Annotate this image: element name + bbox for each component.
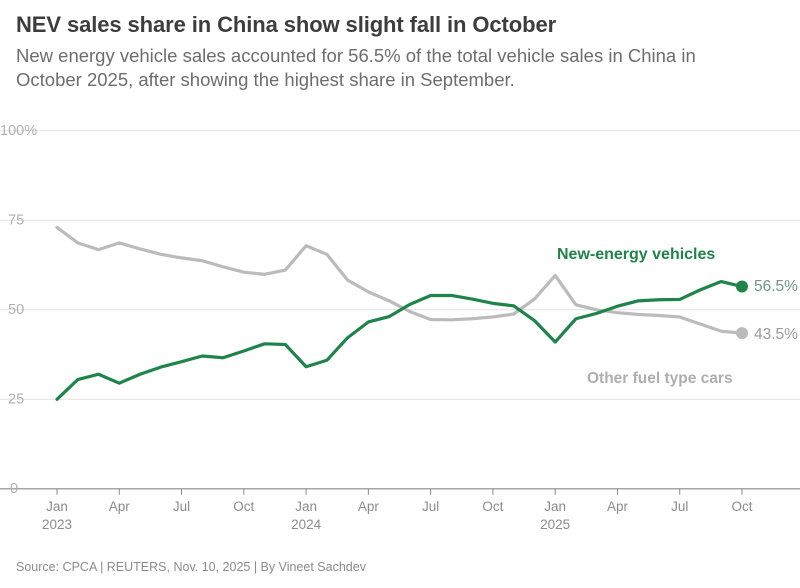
svg-text:100%: 100% — [0, 123, 37, 139]
svg-text:2025: 2025 — [540, 517, 570, 532]
svg-text:50: 50 — [8, 302, 24, 318]
svg-text:Other fuel type cars: Other fuel type cars — [587, 370, 733, 387]
svg-text:Apr: Apr — [109, 499, 131, 514]
svg-text:Jul: Jul — [422, 499, 439, 514]
svg-text:43.5%: 43.5% — [754, 326, 798, 343]
svg-text:Oct: Oct — [233, 499, 254, 514]
svg-text:Apr: Apr — [358, 499, 380, 514]
svg-text:2024: 2024 — [291, 517, 322, 532]
svg-text:Jul: Jul — [671, 499, 688, 514]
svg-text:2023: 2023 — [42, 517, 72, 532]
svg-text:Apr: Apr — [607, 499, 629, 514]
svg-text:Oct: Oct — [482, 499, 503, 514]
svg-text:Jan: Jan — [544, 499, 566, 514]
svg-text:Oct: Oct — [731, 499, 752, 514]
svg-text:75: 75 — [8, 212, 24, 228]
svg-text:25: 25 — [8, 391, 24, 407]
svg-text:0: 0 — [10, 481, 18, 497]
svg-text:Jan: Jan — [46, 499, 68, 514]
svg-text:Jan: Jan — [295, 499, 317, 514]
svg-text:Jul: Jul — [173, 499, 190, 514]
svg-text:56.5%: 56.5% — [754, 278, 798, 295]
svg-text:New-energy vehicles: New-energy vehicles — [557, 246, 715, 263]
